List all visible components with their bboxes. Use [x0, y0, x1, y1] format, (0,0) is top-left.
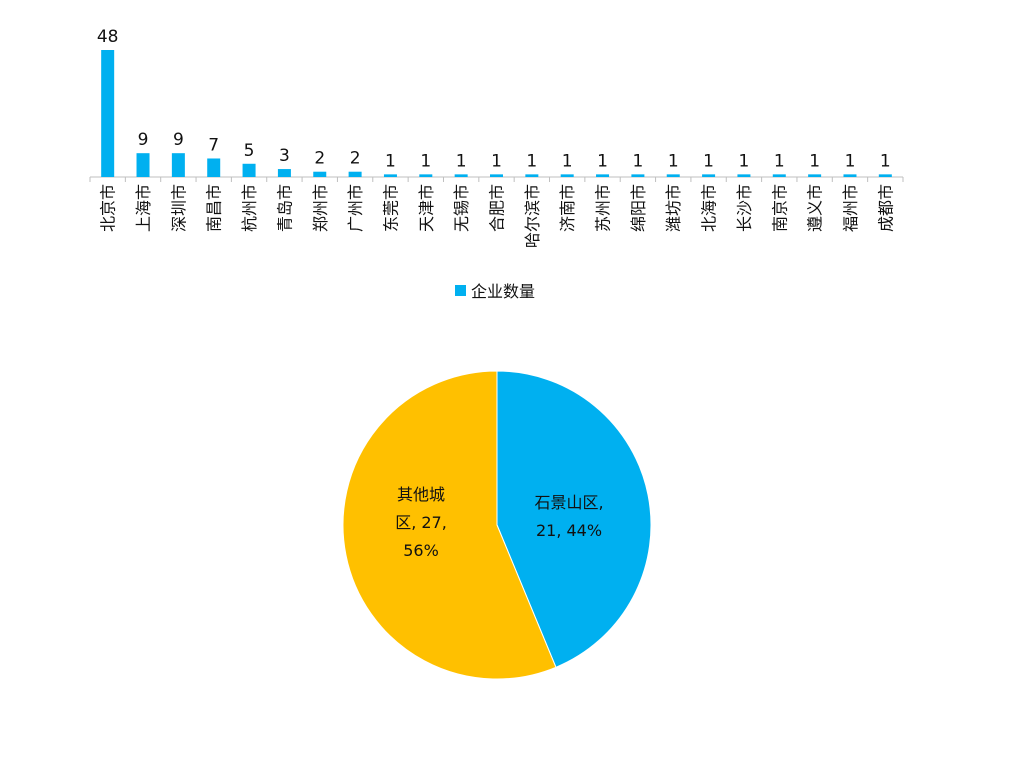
bar: [808, 174, 822, 177]
pie-slice-label-line: 56%: [403, 541, 439, 560]
bar: [383, 174, 397, 177]
pie-slice-label: 其他城区, 27, 56%: [395, 485, 447, 560]
bar-value-label: 1: [632, 151, 643, 171]
bar-value-label: 1: [491, 151, 502, 171]
category-label: 潍坊市: [664, 184, 683, 232]
bar: [419, 174, 433, 177]
category-label: 杭州市: [240, 184, 259, 232]
category-label: 南京市: [770, 184, 789, 232]
legend-swatch: [455, 285, 466, 296]
bar-value-label: 1: [597, 151, 608, 171]
bar: [525, 174, 539, 177]
legend: 企业数量: [455, 282, 535, 301]
bar-value-label: 2: [314, 149, 325, 169]
category-label: 郑州市: [311, 184, 330, 232]
category-label: 深圳市: [169, 184, 188, 232]
bar: [277, 169, 291, 177]
bar: [242, 163, 256, 177]
category-label: 青岛市: [275, 184, 294, 232]
pie-chart: 石景山区, 21, 44% 其他城区, 27, 56%: [342, 370, 652, 680]
bar-value-label: 3: [279, 146, 290, 166]
legend-label: 企业数量: [471, 282, 535, 301]
bar: [878, 174, 892, 177]
category-label: 哈尔滨市: [523, 184, 542, 248]
category-label: 绵阳市: [629, 184, 648, 232]
pie-slice-label-line: 其他城: [397, 485, 445, 504]
bar-value-label: 1: [668, 151, 679, 171]
bar-value-label: 2: [350, 149, 361, 169]
bar-value-label: 1: [420, 151, 431, 171]
bar: [348, 171, 362, 177]
bar: [702, 174, 716, 177]
bar: [490, 174, 503, 177]
category-label: 广州市: [346, 184, 365, 232]
pie-slice: [342, 370, 557, 680]
category-label: 北海市: [700, 184, 719, 232]
bar: [772, 174, 786, 177]
bar: [207, 158, 221, 177]
category-label: 成都市: [876, 184, 895, 232]
bar: [737, 174, 751, 177]
category-label: 上海市: [134, 184, 153, 232]
category-label: 福州市: [841, 184, 860, 232]
bar-value-label: 5: [244, 141, 255, 161]
category-label: 苏州市: [594, 184, 613, 232]
category-label: 天津市: [417, 184, 436, 232]
bar: [313, 171, 327, 177]
bar: [631, 174, 645, 177]
bar-value-label: 48: [97, 27, 119, 47]
pie-slice-label-line: 21, 44%: [536, 521, 602, 540]
bar: [171, 153, 185, 177]
category-label: 无锡市: [452, 184, 471, 232]
category-label: 合肥市: [488, 184, 507, 232]
pie-slice-label-line: 石景山区,: [534, 493, 603, 512]
bar-value-label: 1: [562, 151, 573, 171]
bar-value-label: 9: [138, 130, 149, 150]
bar-value-label: 1: [845, 151, 856, 171]
bar-value-label: 1: [385, 151, 396, 171]
bar: [843, 174, 857, 177]
bar-value-label: 1: [456, 151, 467, 171]
bar-value-label: 1: [774, 151, 785, 171]
category-label: 南昌市: [205, 184, 224, 232]
bar: [136, 153, 150, 177]
bar-value-label: 1: [739, 151, 750, 171]
bar: [454, 174, 468, 177]
bar-value-label: 7: [208, 135, 219, 155]
category-label: 济南市: [558, 184, 577, 232]
bar-value-label: 1: [703, 151, 714, 171]
bar: [596, 174, 610, 177]
bar: [101, 50, 115, 177]
category-label: 长沙市: [735, 184, 754, 232]
bar: [560, 174, 574, 177]
pie-slice-label-line: 区, 27,: [395, 513, 447, 532]
pie-slice-label: 石景山区, 21, 44%: [534, 493, 603, 540]
bar-value-label: 1: [526, 151, 537, 171]
category-label: 遵义市: [806, 184, 825, 232]
pie-slice: [496, 370, 652, 668]
bar: [666, 174, 680, 177]
bar-value-label: 1: [880, 151, 891, 171]
bar-chart: 48 9 9 7 5 3 2 2 1 1 1 1 1 1 1 1 1 1 1 1 1 1 1 北京市 上海市 深圳市 南昌市 杭州市…: [89, 27, 904, 301]
bar-value-label: 9: [173, 130, 184, 150]
bar-value-label: 1: [809, 151, 820, 171]
category-label: 东莞市: [381, 184, 400, 232]
category-label: 北京市: [99, 184, 118, 232]
